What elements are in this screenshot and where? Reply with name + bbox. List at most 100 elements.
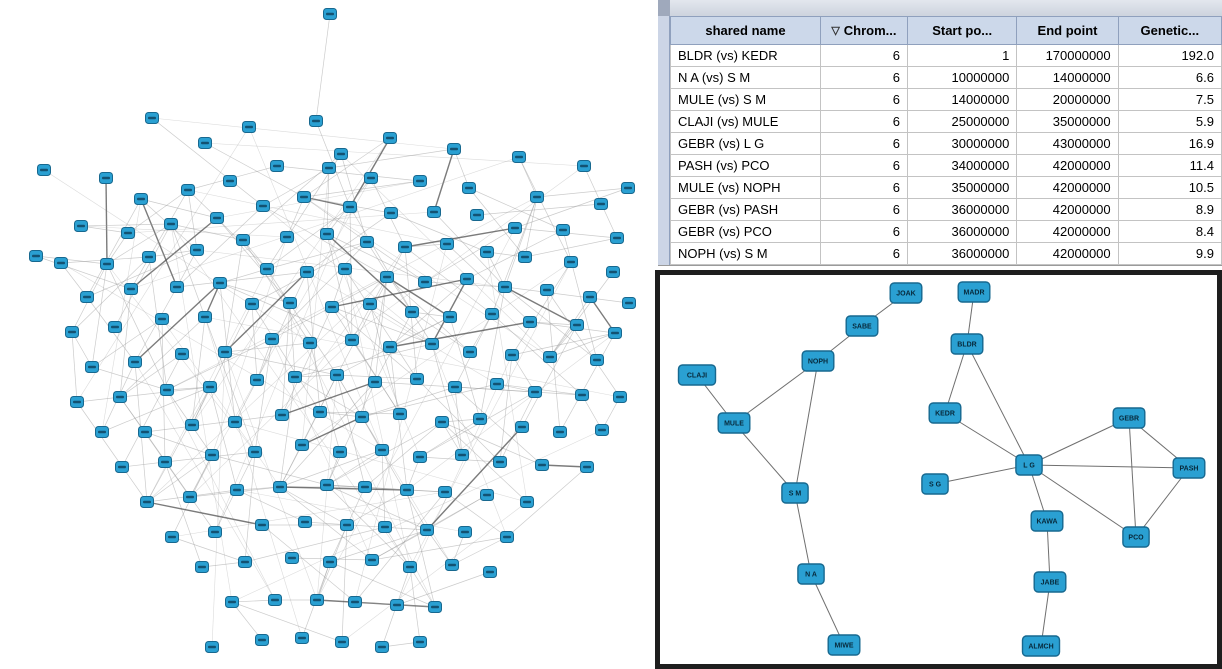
table-cell[interactable]: 10000000: [906, 66, 1018, 89]
table-cell[interactable]: 8.4: [1117, 220, 1222, 243]
table-cell[interactable]: 10.5: [1117, 176, 1222, 199]
table-cell[interactable]: 5.9: [1117, 110, 1222, 133]
table-cell[interactable]: 36000000: [906, 220, 1018, 243]
table-cell[interactable]: NOPH (vs) S M: [670, 242, 821, 265]
subnetwork-node[interactable]: [1112, 407, 1146, 429]
table-cell[interactable]: 42000000: [1016, 220, 1119, 243]
subnetwork-edge[interactable]: [1028, 417, 1130, 466]
table-cell[interactable]: 7.5: [1117, 88, 1222, 111]
table-cell[interactable]: GEBR (vs) L G: [670, 132, 821, 155]
table-cell[interactable]: 30000000: [906, 132, 1018, 155]
table-cell[interactable]: 6: [819, 110, 908, 133]
column-header-shared-name[interactable]: shared name: [670, 16, 821, 45]
subnetwork-node[interactable]: [1172, 457, 1206, 479]
subnetwork-node[interactable]: [827, 634, 861, 656]
table-cell[interactable]: 6: [819, 132, 908, 155]
table-cell[interactable]: 9.9: [1117, 242, 1222, 265]
table-cell[interactable]: 6: [819, 44, 908, 67]
subnetwork-node[interactable]: [1015, 454, 1043, 476]
subnetwork-node[interactable]: [928, 402, 962, 424]
table-cell[interactable]: 36000000: [906, 242, 1018, 265]
table-cell[interactable]: GEBR (vs) PCO: [670, 220, 821, 243]
subnetwork-edge[interactable]: [810, 573, 845, 646]
subnetwork-edge[interactable]: [794, 360, 819, 494]
subnetwork-node[interactable]: [950, 333, 984, 355]
table-cell[interactable]: 43000000: [1016, 132, 1119, 155]
subnetwork-node[interactable]: [1122, 526, 1150, 548]
column-header-chromosome[interactable]: ▽ Chrom...: [819, 16, 908, 45]
table-cell[interactable]: 42000000: [1016, 242, 1119, 265]
subnetwork-node[interactable]: [781, 482, 809, 504]
table-row[interactable]: GEBR (vs) PCO 6 36000000 42000000 8.4: [670, 220, 1222, 243]
table-cell[interactable]: 192.0: [1117, 44, 1222, 67]
subnetwork-edge[interactable]: [1135, 467, 1190, 538]
table-cell[interactable]: 16.9: [1117, 132, 1222, 155]
subnetwork-edge[interactable]: [934, 464, 1030, 485]
table-row[interactable]: MULE (vs) S M 6 14000000 20000000 7.5: [670, 88, 1222, 111]
subnetwork-node[interactable]: [801, 350, 835, 372]
table-cell[interactable]: 25000000: [906, 110, 1018, 133]
table-cell[interactable]: BLDR (vs) KEDR: [670, 44, 821, 67]
subnetwork-node[interactable]: [889, 282, 923, 304]
subnetwork-edge[interactable]: [1028, 464, 1137, 538]
table-cell[interactable]: 42000000: [1016, 176, 1119, 199]
table-cell[interactable]: 20000000: [1016, 88, 1119, 111]
subnetwork-node[interactable]: [921, 473, 949, 495]
subnetwork-node[interactable]: [677, 364, 717, 386]
table-cell[interactable]: 35000000: [906, 176, 1018, 199]
subnetwork-node[interactable]: [845, 315, 879, 337]
table-row[interactable]: N A (vs) S M 6 10000000 14000000 6.6: [670, 66, 1222, 89]
table-cell[interactable]: MULE (vs) S M: [670, 88, 821, 111]
table-row[interactable]: GEBR (vs) PASH 6 36000000 42000000 8.9: [670, 198, 1222, 221]
table-row[interactable]: NOPH (vs) S M 6 36000000 42000000 9.9: [670, 242, 1222, 265]
table-cell[interactable]: 35000000: [1016, 110, 1119, 133]
table-cell[interactable]: 170000000: [1016, 44, 1119, 67]
subnetwork-node[interactable]: [957, 281, 991, 303]
column-header-end-point[interactable]: End point: [1016, 16, 1119, 45]
table-row[interactable]: CLAJI (vs) MULE 6 25000000 35000000 5.9: [670, 110, 1222, 133]
table-cell[interactable]: N A (vs) S M: [670, 66, 821, 89]
subnetwork-node[interactable]: [717, 412, 751, 434]
table-cell[interactable]: 8.9: [1117, 198, 1222, 221]
subnetwork-edge[interactable]: [733, 422, 796, 494]
subnetwork-edge[interactable]: [1128, 417, 1137, 538]
table-row[interactable]: MULE (vs) NOPH 6 35000000 42000000 10.5: [670, 176, 1222, 199]
table-row[interactable]: BLDR (vs) KEDR 6 1 170000000 192.0: [670, 44, 1222, 67]
filter-icon[interactable]: ▽: [831, 25, 840, 37]
table-row[interactable]: GEBR (vs) L G 6 30000000 43000000 16.9: [670, 132, 1222, 155]
table-cell[interactable]: 11.4: [1117, 154, 1222, 177]
table-cell[interactable]: 14000000: [906, 88, 1018, 111]
filtered-network-panel[interactable]: JOAK MADR SABE BLDR NOPH CLAJI KEDR GEBR MULE L G…: [655, 270, 1222, 669]
table-cell[interactable]: 6: [819, 176, 908, 199]
subnetwork-edge[interactable]: [733, 360, 819, 424]
subnetwork-edge[interactable]: [1028, 464, 1190, 469]
table-cell[interactable]: 6: [819, 66, 908, 89]
main-network-panel[interactable]: [0, 0, 655, 669]
table-cell[interactable]: 14000000: [1016, 66, 1119, 89]
table-cell[interactable]: 6.6: [1117, 66, 1222, 89]
subnetwork-edge[interactable]: [966, 343, 1030, 466]
table-cell[interactable]: 42000000: [1016, 154, 1119, 177]
table-row[interactable]: PASH (vs) PCO 6 34000000 42000000 11.4: [670, 154, 1222, 177]
column-header-start-point[interactable]: Start po...: [906, 16, 1018, 45]
table-cell[interactable]: 36000000: [906, 198, 1018, 221]
table-cell[interactable]: 6: [819, 154, 908, 177]
table-cell[interactable]: MULE (vs) NOPH: [670, 176, 821, 199]
table-cell[interactable]: 6: [819, 198, 908, 221]
subnetwork-edge[interactable]: [944, 343, 968, 414]
table-cell[interactable]: 6: [819, 242, 908, 265]
subnetwork-node[interactable]: [797, 563, 825, 585]
table-cell[interactable]: 6: [819, 88, 908, 111]
subnetwork-node[interactable]: [1021, 635, 1061, 657]
table-cell[interactable]: 1: [906, 44, 1018, 67]
table-cell[interactable]: 42000000: [1016, 198, 1119, 221]
table-cell[interactable]: CLAJI (vs) MULE: [670, 110, 821, 133]
subnetwork-node[interactable]: [1030, 510, 1064, 532]
main-network-canvas[interactable]: [0, 0, 655, 669]
subnetwork-node[interactable]: [1033, 571, 1067, 593]
table-cell[interactable]: GEBR (vs) PASH: [670, 198, 821, 221]
column-header-genetic[interactable]: Genetic...: [1117, 16, 1222, 45]
table-cell[interactable]: PASH (vs) PCO: [670, 154, 821, 177]
subnetwork-edge[interactable]: [794, 492, 812, 575]
table-cell[interactable]: 6: [819, 220, 908, 243]
